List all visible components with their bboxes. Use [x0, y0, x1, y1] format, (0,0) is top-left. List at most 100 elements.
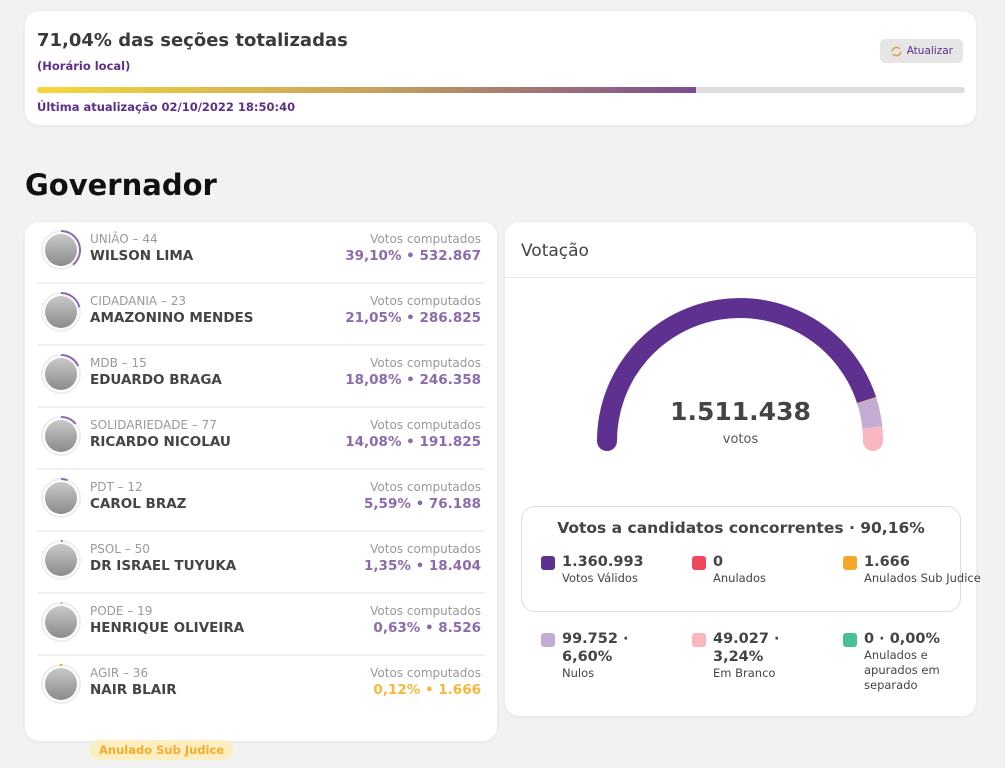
candidate-name: CAROL BRAZ	[90, 496, 187, 512]
candidate-votes: 1,35% • 18.404	[364, 558, 481, 574]
legend-label: Votos Válidos	[562, 571, 638, 585]
legend-value: 49.027 · 3,24%	[713, 631, 780, 665]
legend-item: 49.027 · 3,24% Em Branco	[692, 630, 802, 681]
legend-swatch	[541, 556, 555, 570]
legend-label: Anulados	[713, 571, 767, 585]
gauge-segment	[597, 298, 877, 442]
votes-label: Votos computados	[370, 418, 481, 432]
candidate-party: AGIR – 36	[90, 666, 149, 680]
candidate-photo	[45, 544, 77, 576]
candidate-votes: 18,08% • 246.358	[345, 372, 481, 388]
candidate-votes: 14,08% • 191.825	[345, 434, 481, 450]
candidate-list: UNIÃO – 44 WILSON LIMA Votos computados …	[25, 222, 497, 760]
legend-label: Em Branco	[713, 666, 776, 680]
total-votes-label: votos	[722, 432, 759, 447]
candidate-avatar	[41, 230, 81, 270]
refresh-button[interactable]: Atualizar	[879, 39, 963, 63]
candidate-party: UNIÃO – 44	[90, 232, 158, 246]
refresh-icon	[891, 46, 902, 56]
candidate-photo	[45, 606, 77, 638]
progress-fill	[37, 87, 697, 93]
gauge-segment	[857, 397, 883, 429]
candidate-row[interactable]: CIDADANIA – 23 AMAZONINO MENDES Votos co…	[37, 284, 485, 346]
last-update: Última atualização 02/10/2022 18:50:40	[37, 100, 296, 114]
votes-label: Votos computados	[370, 480, 481, 494]
section-title: Governador	[25, 168, 217, 202]
candidate-avatar	[41, 416, 81, 456]
candidate-photo	[45, 296, 77, 328]
total-votes: 1.511.438	[670, 397, 811, 426]
votacao-card: Votação 1.511.438 votos Votos a candidat…	[505, 222, 981, 716]
candidate-avatar	[41, 292, 81, 332]
candidate-name: WILSON LIMA	[90, 248, 194, 264]
legend-item: 0 · 0,00% Anulados e apurados em separado	[843, 630, 953, 693]
candidate-votes: 39,10% • 532.867	[345, 248, 481, 264]
gauge-end-cap	[863, 431, 883, 451]
concurrent-votes-box: Votos a candidatos concorrentes · 90,16%	[521, 506, 961, 612]
legend-label: Anulados e apurados em separado	[864, 648, 940, 692]
candidate-row[interactable]: PODE – 19 HENRIQUE OLIVEIRA Votos comput…	[37, 594, 485, 656]
votes-label: Votos computados	[370, 666, 481, 680]
candidate-votes: 0,63% • 8.526	[373, 620, 481, 636]
totalization-progress-bar	[37, 87, 965, 93]
candidate-avatar	[41, 602, 81, 642]
candidate-party: CIDADANIA – 23	[90, 294, 187, 308]
legend-swatch	[843, 556, 857, 570]
candidate-votes: 21,05% • 286.825	[345, 310, 481, 326]
candidate-photo	[45, 358, 77, 390]
candidate-name: HENRIQUE OLIVEIRA	[90, 620, 245, 636]
legend-swatch	[843, 633, 857, 647]
legend-swatch	[541, 633, 555, 647]
votes-label: Votos computados	[370, 294, 481, 308]
gauge-end-cap	[597, 431, 617, 451]
legend-value: 1.666	[864, 554, 910, 570]
candidate-party: PSOL – 50	[90, 542, 150, 556]
candidate-party: PDT – 12	[90, 480, 143, 494]
legend-item: 0 Anulados	[692, 553, 832, 586]
candidate-name: AMAZONINO MENDES	[90, 310, 254, 326]
legend-item: 99.752 · 6,60% Nulos	[541, 630, 651, 681]
votes-label: Votos computados	[370, 604, 481, 618]
legend-item: 1.666 Anulados Sub Judice	[843, 553, 983, 586]
candidate-party: PODE – 19	[90, 604, 153, 618]
legend-value: 0 · 0,00%	[864, 631, 940, 647]
concurrent-votes-title: Votos a candidatos concorrentes · 90,16%	[557, 519, 925, 537]
candidate-photo	[45, 668, 77, 700]
candidate-party: SOLIDARIEDADE – 77	[90, 418, 217, 432]
candidate-row[interactable]: SOLIDARIEDADE – 77 RICARDO NICOLAU Votos…	[37, 408, 485, 470]
votes-label: Votos computados	[370, 356, 481, 370]
sub-judice-badge: Anulado Sub Judice	[90, 740, 234, 760]
candidate-votes: 0,12% • 1.666	[373, 682, 481, 698]
legend-swatch	[692, 633, 706, 647]
candidate-row[interactable]: MDB – 15 EDUARDO BRAGA Votos computados …	[37, 346, 485, 408]
legend-value: 99.752 · 6,60%	[562, 631, 629, 665]
candidate-name: NAIR BLAIR	[90, 682, 177, 698]
candidate-row[interactable]: AGIR – 36 NAIR BLAIR Votos computados 0,…	[37, 656, 485, 761]
candidate-row[interactable]: PDT – 12 CAROL BRAZ Votos computados 5,5…	[37, 470, 485, 532]
votes-gauge	[597, 298, 883, 451]
candidate-votes: 5,59% • 76.188	[364, 496, 481, 512]
candidate-avatar	[41, 664, 81, 704]
legend-value: 1.360.993	[562, 554, 644, 570]
votes-label: Votos computados	[370, 232, 481, 246]
votes-label: Votos computados	[370, 542, 481, 556]
candidate-photo	[45, 420, 77, 452]
candidate-name: EDUARDO BRAGA	[90, 372, 222, 388]
legend-label: Anulados Sub Judice	[864, 571, 981, 585]
candidate-photo	[45, 234, 77, 266]
legend-item: 1.360.993 Votos Válidos	[541, 553, 681, 586]
candidate-avatar	[41, 478, 81, 518]
legend-value: 0	[713, 554, 724, 570]
candidate-party: MDB – 15	[90, 356, 147, 370]
candidate-row[interactable]: UNIÃO – 44 WILSON LIMA Votos computados …	[37, 222, 485, 284]
candidate-photo	[45, 482, 77, 514]
local-time-note: (Horário local)	[37, 59, 131, 73]
legend-swatch	[692, 556, 706, 570]
candidate-avatar	[41, 354, 81, 394]
totalization-card: 71,04% das seções totalizadas (Horário l…	[25, 11, 976, 125]
legend-label: Nulos	[562, 666, 595, 680]
candidate-avatar	[41, 540, 81, 580]
candidate-row[interactable]: PSOL – 50 DR ISRAEL TUYUKA Votos computa…	[37, 532, 485, 594]
totalization-title: 71,04% das seções totalizadas	[37, 30, 348, 51]
candidate-name: RICARDO NICOLAU	[90, 434, 231, 450]
